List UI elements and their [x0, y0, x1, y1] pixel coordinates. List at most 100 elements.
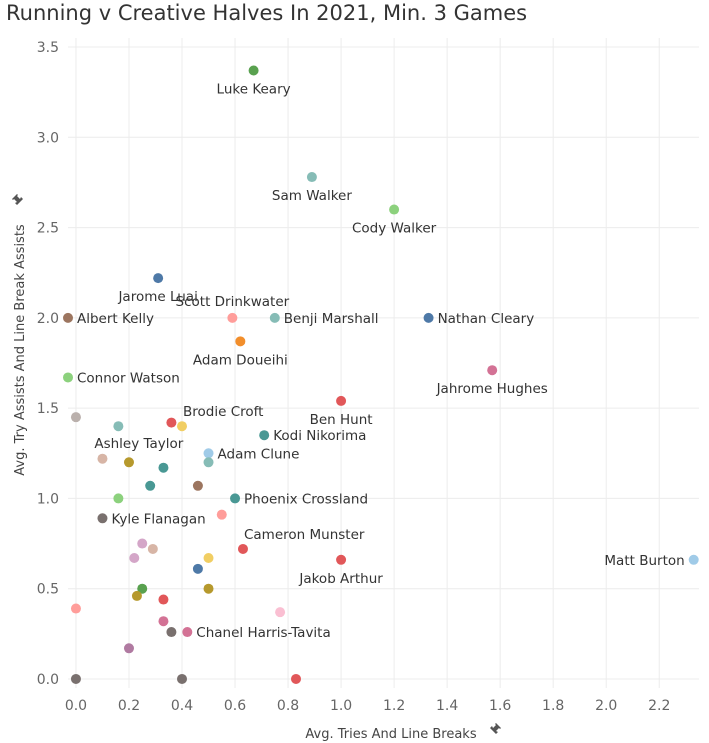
x-tick-label: 2.0 — [595, 698, 617, 714]
y-tick-label: 0.0 — [37, 672, 59, 688]
data-point[interactable] — [237, 543, 248, 554]
point-label: Scott Drinkwater — [176, 294, 290, 310]
x-tick-label: 0.8 — [277, 698, 299, 714]
data-point[interactable] — [192, 480, 203, 491]
data-point[interactable] — [70, 673, 81, 684]
data-point[interactable] — [63, 372, 73, 383]
grid — [68, 38, 699, 688]
point-label: Jakob Arthur — [298, 571, 383, 587]
y-tick-label: 1.5 — [37, 401, 59, 417]
point-label: Ben Hunt — [310, 412, 373, 428]
point-label: Adam Doueihi — [193, 352, 288, 368]
x-tick-label: 0.0 — [65, 698, 87, 714]
x-axis-label: Avg. Tries And Line Breaks — [305, 727, 476, 742]
point-label: Phoenix Crossland — [244, 491, 368, 507]
data-point[interactable] — [70, 412, 81, 423]
point-label: Connor Watson — [77, 370, 180, 386]
point-label: Kodi Nikorima — [273, 428, 366, 444]
data-point[interactable] — [97, 453, 108, 464]
data-point[interactable] — [158, 616, 169, 627]
data-point[interactable] — [487, 365, 498, 376]
point-label: Benji Marshall — [284, 311, 379, 327]
point-label: Cody Walker — [352, 221, 437, 237]
data-point[interactable] — [230, 493, 241, 504]
chart-title: Running v Creative Halves In 2021, Min. … — [6, 1, 527, 25]
data-point[interactable] — [688, 554, 699, 565]
x-tick-label: 0.4 — [171, 698, 193, 714]
data-point[interactable] — [137, 583, 148, 594]
x-tick-label: 1.8 — [542, 698, 564, 714]
y-tick-label: 0.5 — [37, 582, 59, 598]
pin-icon — [490, 723, 501, 734]
data-point[interactable] — [336, 395, 347, 406]
data-point[interactable] — [291, 673, 302, 684]
data-point[interactable] — [129, 553, 140, 563]
data-point[interactable] — [131, 590, 142, 601]
x-axis-title[interactable]: Avg. Tries And Line Breaks — [305, 723, 501, 742]
data-point[interactable] — [269, 312, 280, 323]
data-point[interactable] — [203, 553, 214, 563]
x-tick-label: 2.2 — [648, 698, 670, 714]
x-tick-label: 0.2 — [118, 698, 140, 714]
data-point[interactable] — [275, 607, 286, 618]
data-point[interactable] — [158, 462, 169, 473]
point-label: Jahrome Hughes — [436, 381, 548, 397]
data-point[interactable] — [123, 457, 134, 468]
point-label: Luke Keary — [217, 82, 291, 98]
data-point[interactable] — [97, 513, 108, 524]
data-point[interactable] — [235, 336, 246, 347]
point-labels: Luke Keary Sam Walker Cody Walker Jarome Lu… — [77, 82, 685, 642]
y-tick-label: 2.5 — [37, 221, 59, 237]
y-tick-label: 2.0 — [37, 311, 59, 327]
point-label: Jarome Luai — [117, 289, 197, 305]
data-point[interactable] — [259, 430, 270, 441]
point-label: Chanel Harris-Tavita — [196, 625, 330, 641]
data-point[interactable] — [63, 312, 73, 323]
y-axis-label: Avg. Try Assists And Line Break Assists — [13, 224, 28, 476]
x-tick-label: 1.2 — [383, 698, 405, 714]
point-label: Nathan Cleary — [438, 311, 535, 327]
data-point[interactable] — [70, 603, 81, 614]
data-point[interactable] — [423, 312, 434, 323]
data-point[interactable] — [203, 448, 214, 459]
data-point[interactable] — [147, 543, 158, 554]
data-point[interactable] — [227, 312, 238, 323]
y-tick-label: 3.5 — [37, 40, 59, 56]
data-point[interactable] — [137, 538, 148, 549]
data-point[interactable] — [203, 583, 214, 594]
data-point[interactable] — [158, 594, 169, 605]
data-point[interactable] — [113, 493, 124, 504]
data-point[interactable] — [166, 627, 177, 638]
x-tick-label: 1.6 — [489, 698, 511, 714]
point-label: Albert Kelly — [77, 311, 154, 327]
x-tick-label: 0.6 — [224, 698, 246, 714]
data-point[interactable] — [216, 509, 227, 520]
point-label: Adam Clune — [218, 446, 300, 462]
data-point[interactable] — [389, 204, 400, 215]
pin-icon — [12, 194, 23, 205]
y-tick-label: 1.0 — [37, 491, 59, 507]
data-point[interactable] — [123, 643, 134, 654]
data-points — [63, 65, 699, 684]
point-label: Brodie Croft — [183, 404, 263, 420]
point-label: Kyle Flanagan — [111, 511, 205, 527]
data-point[interactable] — [177, 673, 188, 684]
point-label: Ashley Taylor — [94, 436, 183, 452]
data-point[interactable] — [192, 563, 203, 574]
data-point[interactable] — [166, 417, 177, 428]
data-point[interactable] — [182, 627, 193, 638]
data-point[interactable] — [145, 480, 156, 491]
data-point[interactable] — [336, 554, 347, 565]
point-label: Matt Burton — [604, 553, 684, 569]
point-label: Sam Walker — [272, 188, 352, 204]
x-tick-label: 1.0 — [330, 698, 352, 714]
y-axis-title[interactable]: Avg. Try Assists And Line Break Assists — [12, 194, 28, 476]
data-point[interactable] — [113, 421, 124, 432]
data-point[interactable] — [248, 65, 259, 76]
data-point[interactable] — [153, 273, 164, 284]
data-point[interactable] — [177, 421, 188, 432]
data-point[interactable] — [306, 172, 317, 183]
x-tick-label: 1.4 — [436, 698, 458, 714]
data-point[interactable] — [203, 457, 214, 468]
